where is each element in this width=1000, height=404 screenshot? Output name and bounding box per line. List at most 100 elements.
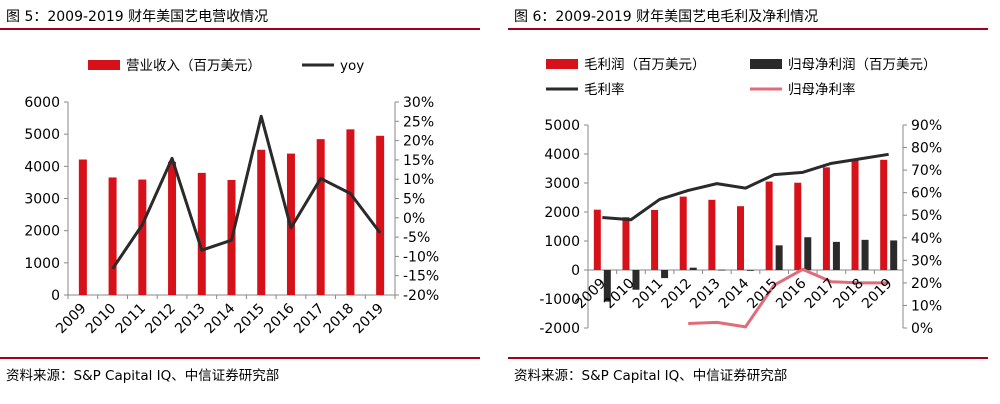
right-y-tick-label: -20% [403,288,439,304]
net-margin-line [688,267,889,329]
left-y-tick-label: 2000 [544,205,580,221]
left-y-tick-label: 0 [571,263,580,279]
figure-5-title: 图 5：2009-2019 财年美国艺电营收情况 [6,9,269,25]
left-y-tick-label: 5000 [544,118,580,134]
revenue-bar [316,139,325,295]
right-y-tick-label: 0% [403,211,425,227]
right-y-tick-label: 10% [403,172,434,188]
gross-profit-bar [593,209,601,270]
gross-profit-bar [622,217,630,270]
net-profit-bar [804,237,812,270]
legend-net-margin-label: 归母净利率 [788,81,856,98]
left-figure-panel: 图 5：2009-2019 财年美国艺电营收情况 营业收入（百万美元） yoy 0 1… [0,0,480,404]
left-y-tick-label: 4000 [544,147,580,163]
right-y-tick-label: -5% [403,230,430,246]
revenue-bar [108,177,117,295]
revenue-bar [376,135,385,295]
revenue-bar [138,179,147,295]
x-tick-label: 2012 [659,276,696,313]
left-y-tick-label: 5000 [24,127,60,143]
x-tick-label: 2018 [321,301,358,338]
x-tick-label: 2013 [172,301,209,338]
gross-margin-line [602,152,889,222]
net-profit-bar [775,245,783,270]
title-rule [508,28,988,30]
right-y-tick-label: 50% [911,208,942,224]
revenue-bar [168,161,177,295]
left-y-tick-label: -1000 [539,292,580,308]
left-y-tick-label: 2000 [24,224,60,240]
x-tick-label: 2019 [859,276,896,313]
x-tick-label: 2013 [687,276,724,313]
source-rule [508,357,988,359]
legend-net-profit-swatch [750,59,782,69]
net-profit-bar [632,270,640,290]
net-profit-bar [603,270,611,302]
revenue-bar [257,149,266,295]
title-rule [0,28,480,30]
left-y-tick-label: -2000 [539,321,580,337]
net-profit-bar [747,270,754,271]
gross-profit-bar [708,199,716,270]
x-tick-label: 2012 [142,301,179,338]
gross-profit-bar [794,182,802,270]
gross-profit-bar [851,158,859,270]
right-y-tick-label: 30% [403,95,434,111]
left-y-tick-label: 0 [51,288,60,304]
legend-gross-margin-label: 毛利率 [584,81,625,98]
revenue-bar [78,159,87,295]
gross-profit-bar [737,206,744,270]
right-y-tick-label: 20% [911,276,942,292]
right-y-tick-label: 70% [911,163,942,179]
net-profit-bar [661,270,669,279]
gross-profit-bar [765,181,773,270]
legend-revenue-swatch [88,60,120,70]
figure-6-source: 资料来源：S&P Capital IQ、中信证券研究部 [514,368,788,384]
right-y-tick-label: 0% [911,321,933,337]
right-y-tick-label: 20% [403,134,434,150]
figure-6-title: 图 6：2009-2019 财年美国艺电毛利及净利情况 [514,9,819,25]
revenue-bar [197,172,206,295]
right-y-tick-label: 15% [403,153,434,169]
left-y-tick-label: 1000 [544,234,580,250]
left-y-tick-label: 4000 [24,159,60,175]
gross-profit-bar [822,167,830,270]
right-y-tick-label: 80% [911,141,942,157]
left-y-tick-label: 1000 [24,256,60,272]
gross-profit-bar [880,159,888,270]
revenue-bar [346,129,355,295]
right-y-tick-label: 90% [911,118,942,134]
right-y-tick-label: 40% [911,231,942,247]
x-tick-label: 2014 [716,275,753,312]
x-tick-label: 2011 [113,301,150,338]
x-tick-label: 2019 [350,301,387,338]
net-profit-bar [718,269,726,271]
right-y-tick-label: 60% [911,186,942,202]
net-profit-bar [832,241,840,270]
x-tick-label: 2015 [744,276,781,313]
legend-revenue-label: 营业收入（百万美元） [126,58,261,74]
net-profit-bar [861,239,869,270]
right-y-tick-label: 5% [403,192,425,208]
net-profit-bar [890,240,898,270]
legend-yoy-label: yoy [340,58,364,74]
gross-profit-bar [679,196,687,270]
legend-gross-profit-swatch [546,59,578,69]
right-y-tick-label: -15% [403,269,439,285]
right-y-tick-label: 25% [403,114,434,130]
legend-gross-profit-label: 毛利润（百万美元） [584,57,706,73]
x-tick-label: 2016 [773,275,810,312]
left-y-tick-label: 6000 [24,95,60,111]
yoy-line [111,114,382,270]
x-tick-label: 2010 [83,301,120,338]
source-rule [0,357,480,359]
x-tick-label: 2017 [291,301,328,338]
x-tick-label: 2014 [202,300,239,337]
figure-5-source: 资料来源：S&P Capital IQ、中信证券研究部 [6,368,280,384]
right-figure-panel: 图 6：2009-2019 财年美国艺电毛利及净利情况 毛利润（百万美元） 归母净… [508,0,988,404]
net-profit-bar [689,267,697,270]
right-y-tick-label: 30% [911,253,942,269]
right-y-tick-label: -10% [403,249,439,265]
x-tick-label: 2009 [53,301,90,338]
x-tick-label: 2015 [232,301,269,338]
